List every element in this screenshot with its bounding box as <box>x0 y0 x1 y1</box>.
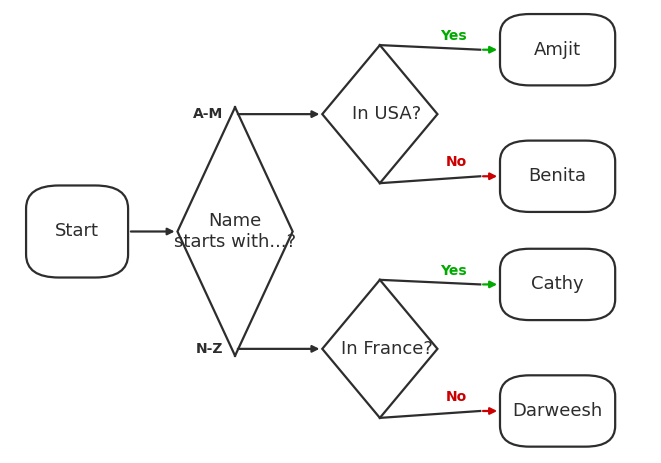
Text: Start: Start <box>55 223 99 240</box>
Text: Cathy: Cathy <box>531 275 584 294</box>
Text: Amjit: Amjit <box>534 41 581 59</box>
Text: Name
starts with...?: Name starts with...? <box>174 212 296 251</box>
Text: N-Z: N-Z <box>196 342 223 356</box>
FancyBboxPatch shape <box>500 141 615 212</box>
Polygon shape <box>323 280 438 418</box>
Polygon shape <box>323 45 438 183</box>
Text: In USA?: In USA? <box>352 105 421 123</box>
Text: No: No <box>446 390 467 404</box>
Text: In France?: In France? <box>340 340 432 358</box>
FancyBboxPatch shape <box>500 375 615 447</box>
Text: Yes: Yes <box>440 29 467 43</box>
FancyBboxPatch shape <box>500 14 615 85</box>
FancyBboxPatch shape <box>26 186 128 277</box>
Text: Benita: Benita <box>529 167 586 185</box>
Text: Darweesh: Darweesh <box>512 402 603 420</box>
Text: A-M: A-M <box>193 107 223 121</box>
Text: No: No <box>446 156 467 169</box>
Text: Yes: Yes <box>440 263 467 277</box>
FancyBboxPatch shape <box>500 249 615 320</box>
Polygon shape <box>177 107 293 356</box>
